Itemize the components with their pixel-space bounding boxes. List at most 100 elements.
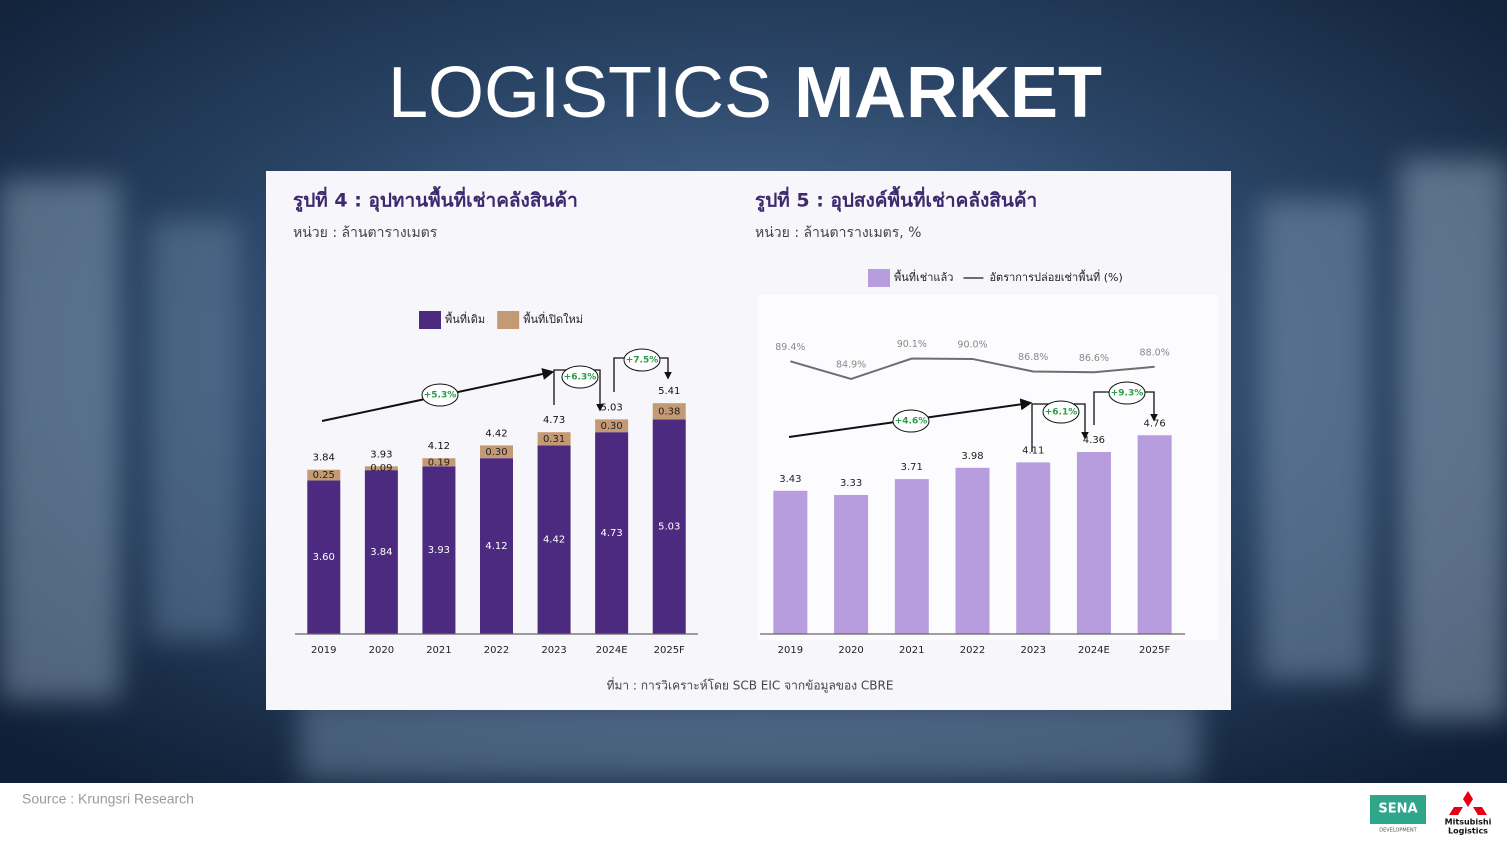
x-tick-label: 2020 [369,645,394,656]
background-blur [0,160,1507,780]
line-label: 86.6% [1079,353,1109,364]
total-label: 4.73 [543,415,565,426]
chart-title: รูปที่ 4 : อุปทานพื้นที่เช่าคลังสินค้า [293,186,578,213]
x-tick-label: 2023 [541,645,566,656]
total-label: 3.93 [370,449,392,460]
total-label: 4.12 [428,441,450,452]
line-label: 84.9% [836,359,866,370]
bar-segment [307,480,341,634]
bar-segment [595,432,629,634]
bar-label: 3.71 [901,462,923,473]
x-tick-label: 2025F [1139,645,1170,656]
bar [773,490,808,634]
sena-logo [1370,795,1426,824]
bar-label: 4.36 [1083,435,1105,446]
growth-label: +4.6% [895,417,928,427]
growth-badge [1042,400,1080,424]
growth-badge [421,383,459,407]
line-label: 90.0% [957,339,987,350]
growth-label: +6.3% [564,373,597,383]
bar-segment [480,445,513,459]
total-label: 4.42 [485,428,507,439]
growth-label: +5.3% [424,391,457,401]
bar [894,479,929,634]
line-label: 88.0% [1140,347,1170,358]
x-tick-label: 2024E [596,645,628,656]
bar-segment [595,419,629,433]
growth-badge [1108,381,1146,405]
line-label: 89.4% [775,342,805,353]
bar-label: 4.11 [1022,445,1044,456]
growth-label: +9.3% [1111,389,1144,399]
x-tick-label: 2019 [311,645,336,656]
x-tick-label: 2022 [484,645,509,656]
sena-logo-text: SENA [1378,802,1417,817]
total-label: 5.03 [601,402,623,413]
growth-badge [561,365,599,389]
chart-source: ที่มา : การวิเคราะห์โดย SCB EIC จากข้อมู… [607,677,894,694]
segment-label: 3.93 [428,545,450,556]
chart-subtitle: หน่วย : ล้านตารางเมตร, % [755,225,922,241]
bar-segment [652,419,686,634]
rate-line [790,357,1155,381]
line-label: 86.8% [1018,352,1048,363]
x-tick-label: 2025F [654,645,685,656]
legend-label: พื้นที่เดิม [445,311,485,326]
bar [834,494,869,634]
segment-label: 4.12 [485,541,507,552]
x-tick-label: 2024E [1078,645,1110,656]
segment-label: 0.38 [658,406,680,417]
segment-label: 3.84 [370,547,392,558]
mitsubishi-logo [1449,791,1487,815]
bar-segment [537,432,571,446]
mitsubishi-text: Mitsubishi [1445,818,1492,827]
bar-segment [537,445,571,634]
sena-logo-sub: DEVELOPMENT [1379,828,1417,834]
bar-segment [480,458,513,634]
bar-segment [422,466,456,634]
line-label: 90.1% [897,339,927,350]
segment-label: 0.30 [601,421,623,432]
segment-label: 0.30 [485,447,507,458]
chart-title: รูปที่ 5 : อุปสงค์พื้นที่เช่าคลังสินค้า [755,186,1037,213]
bar-label: 3.33 [840,478,862,489]
legend-label: พื้นที่เช่าแล้ว [894,269,953,284]
total-label: 3.84 [313,453,335,464]
bar [1076,451,1111,634]
segment-label: 5.03 [658,522,680,533]
source: Source : Krungsri Research [22,791,194,807]
legend-label: พื้นที่เปิดใหม่ [523,311,583,326]
growth-label: +6.1% [1045,408,1078,418]
x-tick-label: 2020 [838,645,863,656]
slide-title: LOGISTICS MARKET [388,53,1102,133]
total-label: 5.41 [658,386,680,397]
chart-subtitle: หน่วย : ล้านตารางเมตร [293,225,438,241]
segment-label: 0.19 [428,457,450,468]
x-tick-label: 2021 [426,645,451,656]
bar-segment [307,469,341,481]
segment-label: 4.42 [543,535,565,546]
growth-badge [892,409,930,433]
segment-label: 0.09 [370,463,392,474]
bar-label: 4.76 [1144,418,1166,429]
legend-swatch [419,311,441,329]
legend-swatch [497,311,520,329]
bar-label: 3.98 [961,451,983,462]
x-tick-label: 2019 [778,645,803,656]
bar [955,467,990,634]
title-light: LOGISTICS [388,53,772,133]
segment-label: 4.73 [601,528,623,539]
bar [1016,462,1051,634]
footer [0,783,1507,847]
mitsubishi-text: Logistics [1448,827,1488,836]
bar-segment [364,470,398,634]
x-tick-label: 2022 [960,645,985,656]
segment-label: 3.60 [313,552,335,563]
bar-segment [364,466,398,471]
segment-label: 0.25 [313,470,335,481]
bar-label: 3.43 [779,474,801,485]
growth-label: +7.5% [626,356,659,366]
x-tick-label: 2023 [1020,645,1045,656]
growth-badge [623,348,661,372]
